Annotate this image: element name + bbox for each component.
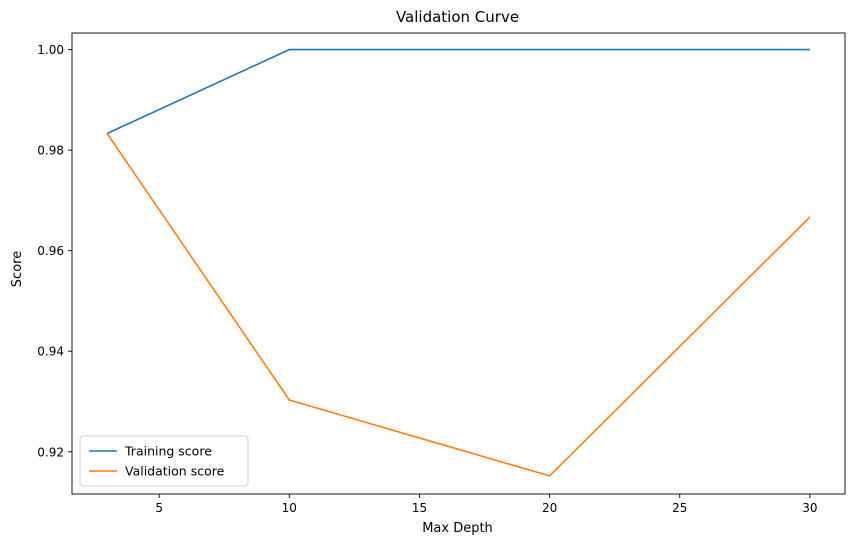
x-tick-label: 20 xyxy=(542,501,557,515)
y-axis: 0.92 0.94 0.96 0.98 1.00 xyxy=(37,43,72,459)
plot-area xyxy=(71,32,846,495)
y-tick-label: 0.98 xyxy=(37,144,64,158)
legend: Training score Validation score xyxy=(79,435,249,487)
series-line-validation xyxy=(106,133,811,477)
x-tick-label: 15 xyxy=(412,501,427,515)
y-tick-label: 1.00 xyxy=(37,43,64,57)
x-axis: 5 10 15 20 25 30 xyxy=(155,494,818,515)
x-tick-label: 30 xyxy=(802,501,817,515)
legend-label: Validation score xyxy=(125,464,225,479)
y-tick-label: 0.94 xyxy=(37,345,64,359)
chart-title: Validation Curve xyxy=(396,8,519,26)
x-tick-label: 25 xyxy=(672,501,687,515)
x-axis-label: Max Depth xyxy=(422,521,493,536)
series-layer xyxy=(106,48,811,477)
series-line-training xyxy=(106,48,810,135)
y-tick-label: 0.96 xyxy=(37,244,64,258)
x-tick-label: 10 xyxy=(282,501,297,515)
legend-label: Training score xyxy=(124,444,212,459)
y-axis-label: Score xyxy=(10,251,25,287)
legend-box xyxy=(79,435,249,487)
plot-frame xyxy=(71,32,846,495)
x-tick-label: 5 xyxy=(155,501,163,515)
y-tick-label: 0.92 xyxy=(37,445,64,459)
